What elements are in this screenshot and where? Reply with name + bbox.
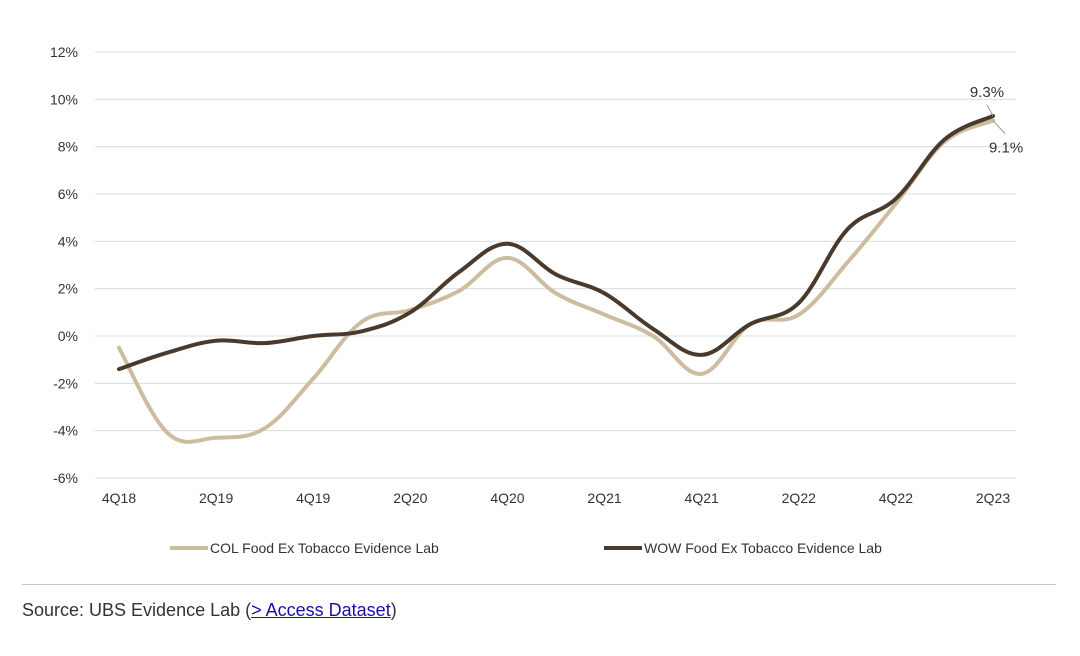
line-chart: 12% 10% 8% 6% 4% 2% 0% -2% -4% -6% 4Q18 2Q19 4Q19 2Q…: [50, 44, 1023, 556]
y-tick-label: 0%: [58, 328, 78, 344]
y-tick-label: -6%: [53, 470, 78, 486]
x-axis-tick-labels: 4Q18 2Q19 4Q19 2Q20 4Q20 2Q21 4Q21 2Q22 4Q22 2Q23: [102, 490, 1010, 506]
y-tick-label: -2%: [53, 375, 78, 391]
y-tick-label: 2%: [58, 281, 78, 297]
access-dataset-link[interactable]: > Access Dataset: [251, 600, 391, 620]
x-tick-label: 2Q22: [782, 490, 816, 506]
y-tick-label: 4%: [58, 233, 78, 249]
data-label-leader: [986, 104, 994, 117]
gridlines: [95, 51, 1016, 479]
col-series-line: [117, 118, 995, 444]
legend-label: COL Food Ex Tobacco Evidence Lab: [210, 540, 439, 556]
y-tick-label: 12%: [50, 44, 78, 60]
data-label-annotations: 9.3% 9.1%: [970, 84, 1023, 157]
footer-divider: [22, 584, 1056, 585]
x-tick-label: 4Q19: [296, 490, 330, 506]
series-lines: [117, 113, 995, 444]
x-tick-label: 4Q18: [102, 490, 136, 506]
wow-series-line: [117, 113, 995, 372]
y-tick-label: -4%: [53, 423, 78, 439]
x-tick-label: 4Q22: [879, 490, 913, 506]
y-tick-label: 8%: [58, 139, 78, 155]
x-tick-label: 2Q20: [393, 490, 427, 506]
x-tick-label: 2Q19: [199, 490, 233, 506]
source-note: Source: UBS Evidence Lab (> Access Datas…: [22, 600, 397, 621]
y-tick-label: 10%: [50, 91, 78, 107]
source-suffix: ): [390, 600, 397, 620]
legend-label: WOW Food Ex Tobacco Evidence Lab: [644, 540, 882, 556]
x-tick-label: 2Q21: [587, 490, 621, 506]
legend: COL Food Ex Tobacco Evidence Lab WOW Food…: [170, 540, 882, 556]
source-prefix: Source: UBS Evidence Lab (: [22, 600, 252, 620]
data-label: 9.1%: [989, 140, 1023, 157]
y-axis-tick-labels: 12% 10% 8% 6% 4% 2% 0% -2% -4% -6%: [50, 44, 78, 486]
x-tick-label: 4Q20: [490, 490, 524, 506]
y-tick-label: 6%: [58, 186, 78, 202]
x-tick-label: 4Q21: [685, 490, 719, 506]
x-tick-label: 2Q23: [976, 490, 1010, 506]
data-label-leader: [992, 120, 1006, 134]
data-label: 9.3%: [970, 84, 1004, 101]
